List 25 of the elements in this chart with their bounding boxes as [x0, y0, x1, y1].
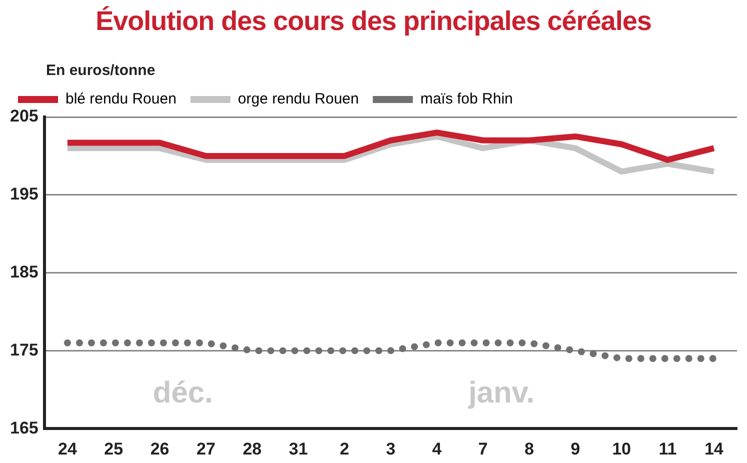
x-tick-label: 28: [242, 439, 262, 458]
x-tick-label: 4: [432, 439, 442, 458]
legend-label: maïs fob Rhin: [420, 90, 513, 108]
x-tick-label: 31: [288, 439, 308, 458]
chart-title: Évolution des cours des principales céréales: [94, 6, 652, 37]
y-tick-label: 185: [10, 262, 38, 282]
x-tick-label: 26: [150, 439, 170, 458]
y-tick-label: 195: [10, 184, 38, 204]
x-tick-label: 8: [524, 439, 534, 458]
x-tick-label: 25: [104, 439, 124, 458]
x-tick-label: 14: [704, 439, 724, 458]
x-tick-label: 27: [196, 439, 216, 458]
y-tick-label: 175: [10, 340, 38, 360]
x-tick-label: 3: [386, 439, 396, 458]
y-tick-label: 205: [10, 106, 38, 126]
x-tick-label: 10: [612, 439, 632, 458]
x-tick-label: 9: [570, 439, 580, 458]
x-tick-label: 7: [478, 439, 488, 458]
x-tick-label: 11: [658, 439, 677, 458]
x-tick-label: 2: [340, 439, 350, 458]
y-axis-title: En euros/tonne: [46, 62, 156, 79]
legend-label: orge rendu Rouen: [238, 90, 359, 108]
legend-label: blé rendu Rouen: [66, 90, 176, 108]
x-tick-label: 24: [58, 439, 78, 458]
y-tick-label: 165: [10, 418, 38, 438]
